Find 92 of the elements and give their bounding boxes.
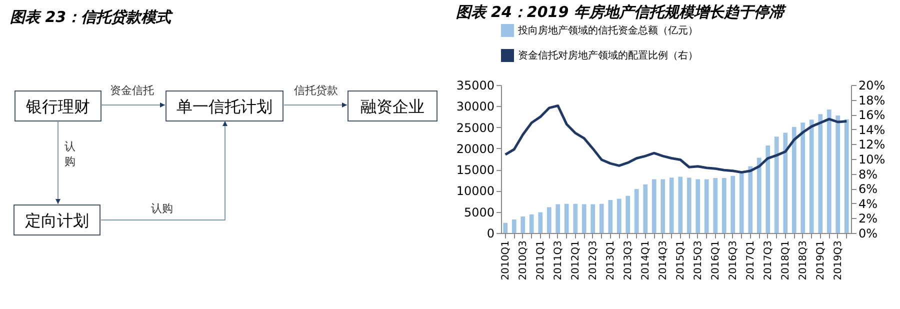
x-tick-label: 2019Q1: [815, 240, 826, 280]
x-tick-label: 2015Q1: [675, 240, 686, 280]
y-tick-label: 10000: [456, 184, 494, 198]
x-tick-label: 2013Q1: [605, 240, 616, 280]
bar: [809, 120, 814, 233]
y-tick-label: 20000: [456, 142, 494, 156]
bar: [608, 200, 613, 233]
bar: [774, 136, 779, 233]
bar: [686, 178, 692, 233]
bar: [739, 172, 744, 233]
bar: [748, 166, 753, 233]
bar: [783, 132, 788, 233]
y-tick-label: 25000: [456, 120, 494, 135]
text: 单一信托计划: [176, 97, 272, 116]
bar: [590, 204, 596, 233]
bar: [529, 214, 534, 233]
x-tick-label: 2012Q3: [588, 240, 599, 280]
y2-tick-label: 8%: [858, 167, 878, 182]
y2-tick-label: 14%: [858, 122, 886, 137]
bar: [766, 145, 770, 233]
bar: [643, 184, 648, 233]
bar: [818, 114, 823, 233]
y-tick-label: 0: [486, 226, 494, 240]
bar: [573, 204, 578, 233]
y2-tick-label: 2%: [858, 212, 878, 226]
y2-tick-label: 20%: [858, 78, 886, 92]
legend-label: 投向房地产领域的信托资金总额（亿元）: [517, 24, 698, 36]
x-tick-label: 2014Q1: [640, 240, 652, 280]
bar: [512, 219, 516, 233]
y-tick-label: 15000: [456, 163, 494, 178]
y2-tick-label: 16%: [858, 108, 886, 122]
bar: [730, 176, 736, 233]
bar: [564, 204, 569, 233]
bar: [836, 115, 840, 233]
bar: [599, 204, 604, 233]
bar: [582, 204, 586, 233]
x-tick-label: 2018Q3: [798, 240, 809, 280]
chart-title: 图表 24：2019 年房地产信托规模增长趋于停滞: [456, 3, 787, 21]
x-tick-label: 2017Q3: [762, 240, 774, 280]
y-tick-label: 5000: [464, 205, 494, 220]
bar: [800, 122, 806, 233]
bar: [556, 204, 560, 233]
bar: [538, 212, 543, 233]
bar: [678, 176, 683, 233]
x-tick-label: 2011Q1: [535, 240, 546, 280]
text: 认购: [64, 140, 76, 168]
y-tick-label: 30000: [456, 100, 494, 114]
x-tick-label: 2015Q3: [692, 240, 704, 280]
text: 银行理财: [25, 97, 90, 116]
text: 信托贷款: [294, 84, 338, 97]
bar: [722, 178, 726, 233]
x-tick-label: 2019Q3: [832, 240, 844, 280]
line-series: [504, 104, 848, 174]
x-tick-label: 2016Q1: [710, 240, 722, 280]
y2-tick-label: 18%: [858, 93, 886, 108]
text: 认购: [151, 202, 173, 215]
y2-tick-label: 4%: [858, 196, 878, 211]
bar: [634, 189, 639, 233]
x-tick-label: 2014Q3: [658, 240, 669, 280]
bar: [546, 207, 552, 233]
text: 资金信托: [110, 84, 154, 97]
y2-tick-label: 12%: [858, 138, 886, 152]
x-tick-label: 2017Q1: [745, 240, 756, 280]
bar: [696, 179, 700, 233]
x-tick-label: 2016Q3: [728, 240, 739, 280]
x-tick-label: 2012Q1: [570, 240, 582, 280]
bar: [503, 222, 508, 233]
bar: [844, 119, 849, 233]
y2-tick-label: 0%: [858, 226, 878, 240]
text: 定向计划: [25, 211, 89, 230]
bar: [792, 126, 796, 233]
y2-tick-label: 6%: [858, 182, 878, 196]
bar: [652, 179, 656, 233]
text: 融资企业: [360, 97, 424, 116]
x-tick-label: 2011Q3: [552, 240, 564, 280]
text: 图表 23：信托贷款模式: [10, 8, 174, 26]
bar: [756, 158, 762, 233]
x-tick-label: 2010Q3: [518, 240, 529, 280]
bar: [669, 178, 674, 233]
y2-tick-label: 10%: [858, 152, 886, 166]
bar: [520, 216, 526, 233]
bar: [826, 110, 832, 233]
legend-label: 资金信托对房地产领域的配置比例（右）: [518, 50, 698, 62]
bar: [660, 179, 666, 233]
x-tick-label: 2018Q1: [780, 240, 792, 280]
x-tick-label: 2013Q3: [622, 240, 634, 280]
bar: [704, 179, 709, 233]
bar: [626, 196, 630, 233]
x-tick-label: 2010Q1: [500, 240, 512, 280]
bar: [616, 198, 622, 233]
bar: [713, 178, 718, 233]
y-tick-label: 35000: [456, 78, 494, 92]
